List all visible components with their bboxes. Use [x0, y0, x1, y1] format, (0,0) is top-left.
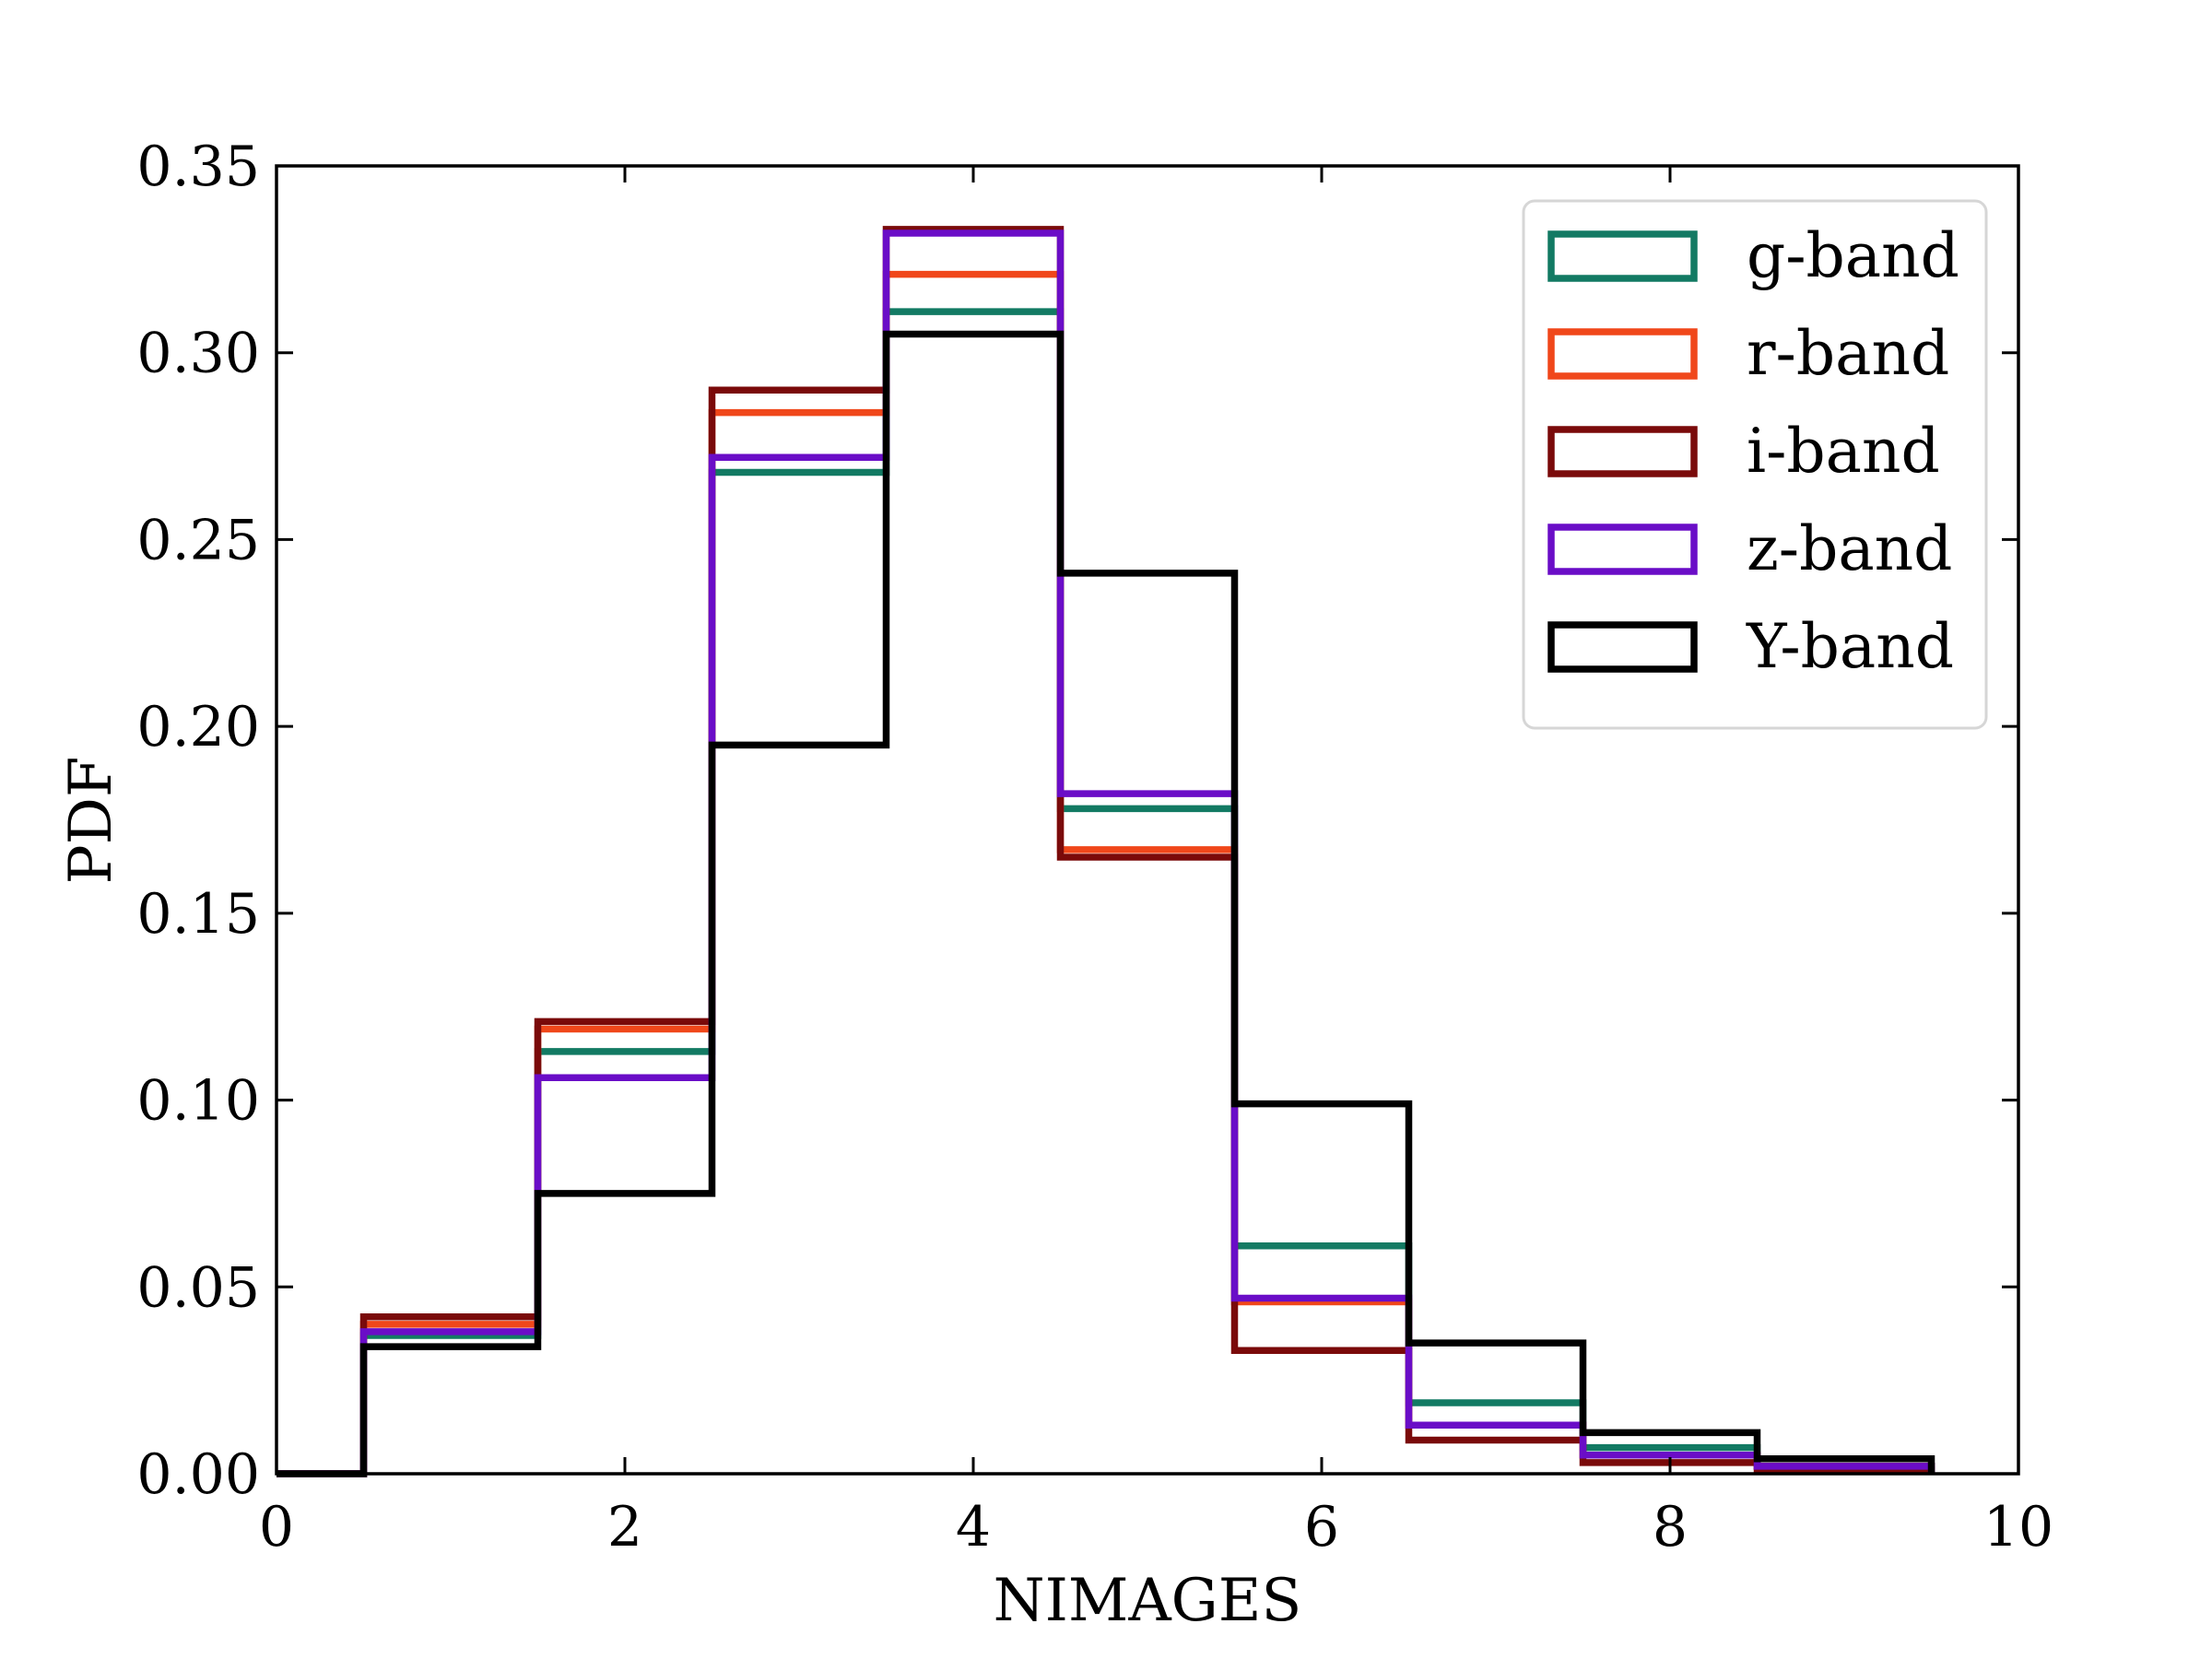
y-tick-label: 0.25 [136, 508, 260, 572]
legend-swatch [1547, 328, 1698, 380]
legend-swatch [1547, 230, 1698, 282]
legend-label: Y-band [1746, 611, 1954, 682]
legend-label: r-band [1747, 318, 1949, 389]
legend-swatch [1547, 426, 1698, 477]
legend: g-band r-band i-band z-band Y-band [1522, 199, 1988, 730]
x-tick-label: 0 [259, 1495, 294, 1559]
series-layer [276, 226, 1936, 1477]
series-line-y-band [276, 330, 1936, 1477]
x-tick-label: 8 [1653, 1495, 1688, 1559]
legend-label: i-band [1747, 416, 1940, 487]
y-tick-label: 0.00 [136, 1442, 260, 1507]
legend-label: z-band [1747, 513, 1952, 584]
legend-swatch [1547, 621, 1698, 673]
y-tick-label: 0.10 [136, 1069, 260, 1134]
y-tick-label: 0.20 [136, 695, 260, 759]
ticks-layer: 0 2 4 6 8 10 0.00 0.05 0.10 0.15 0.20 0.25 0.30 0.35 [136, 135, 2053, 1559]
y-tick-label: 0.30 [136, 322, 260, 386]
legend-label: g-band [1747, 220, 1959, 291]
y-tick-label: 0.05 [136, 1255, 260, 1320]
x-tick-label: 10 [1983, 1495, 2053, 1559]
x-tick-label: 6 [1304, 1495, 1339, 1559]
x-axis-label: NIMAGES [994, 1567, 1302, 1635]
y-axis-label: PDF [57, 757, 125, 885]
plot-frame [275, 164, 2020, 1476]
y-tick-label: 0.15 [136, 882, 260, 947]
legend-swatch [1547, 524, 1698, 575]
y-tick-label: 0.35 [136, 135, 260, 199]
x-tick-label: 4 [956, 1495, 991, 1559]
x-tick-label: 2 [607, 1495, 642, 1559]
